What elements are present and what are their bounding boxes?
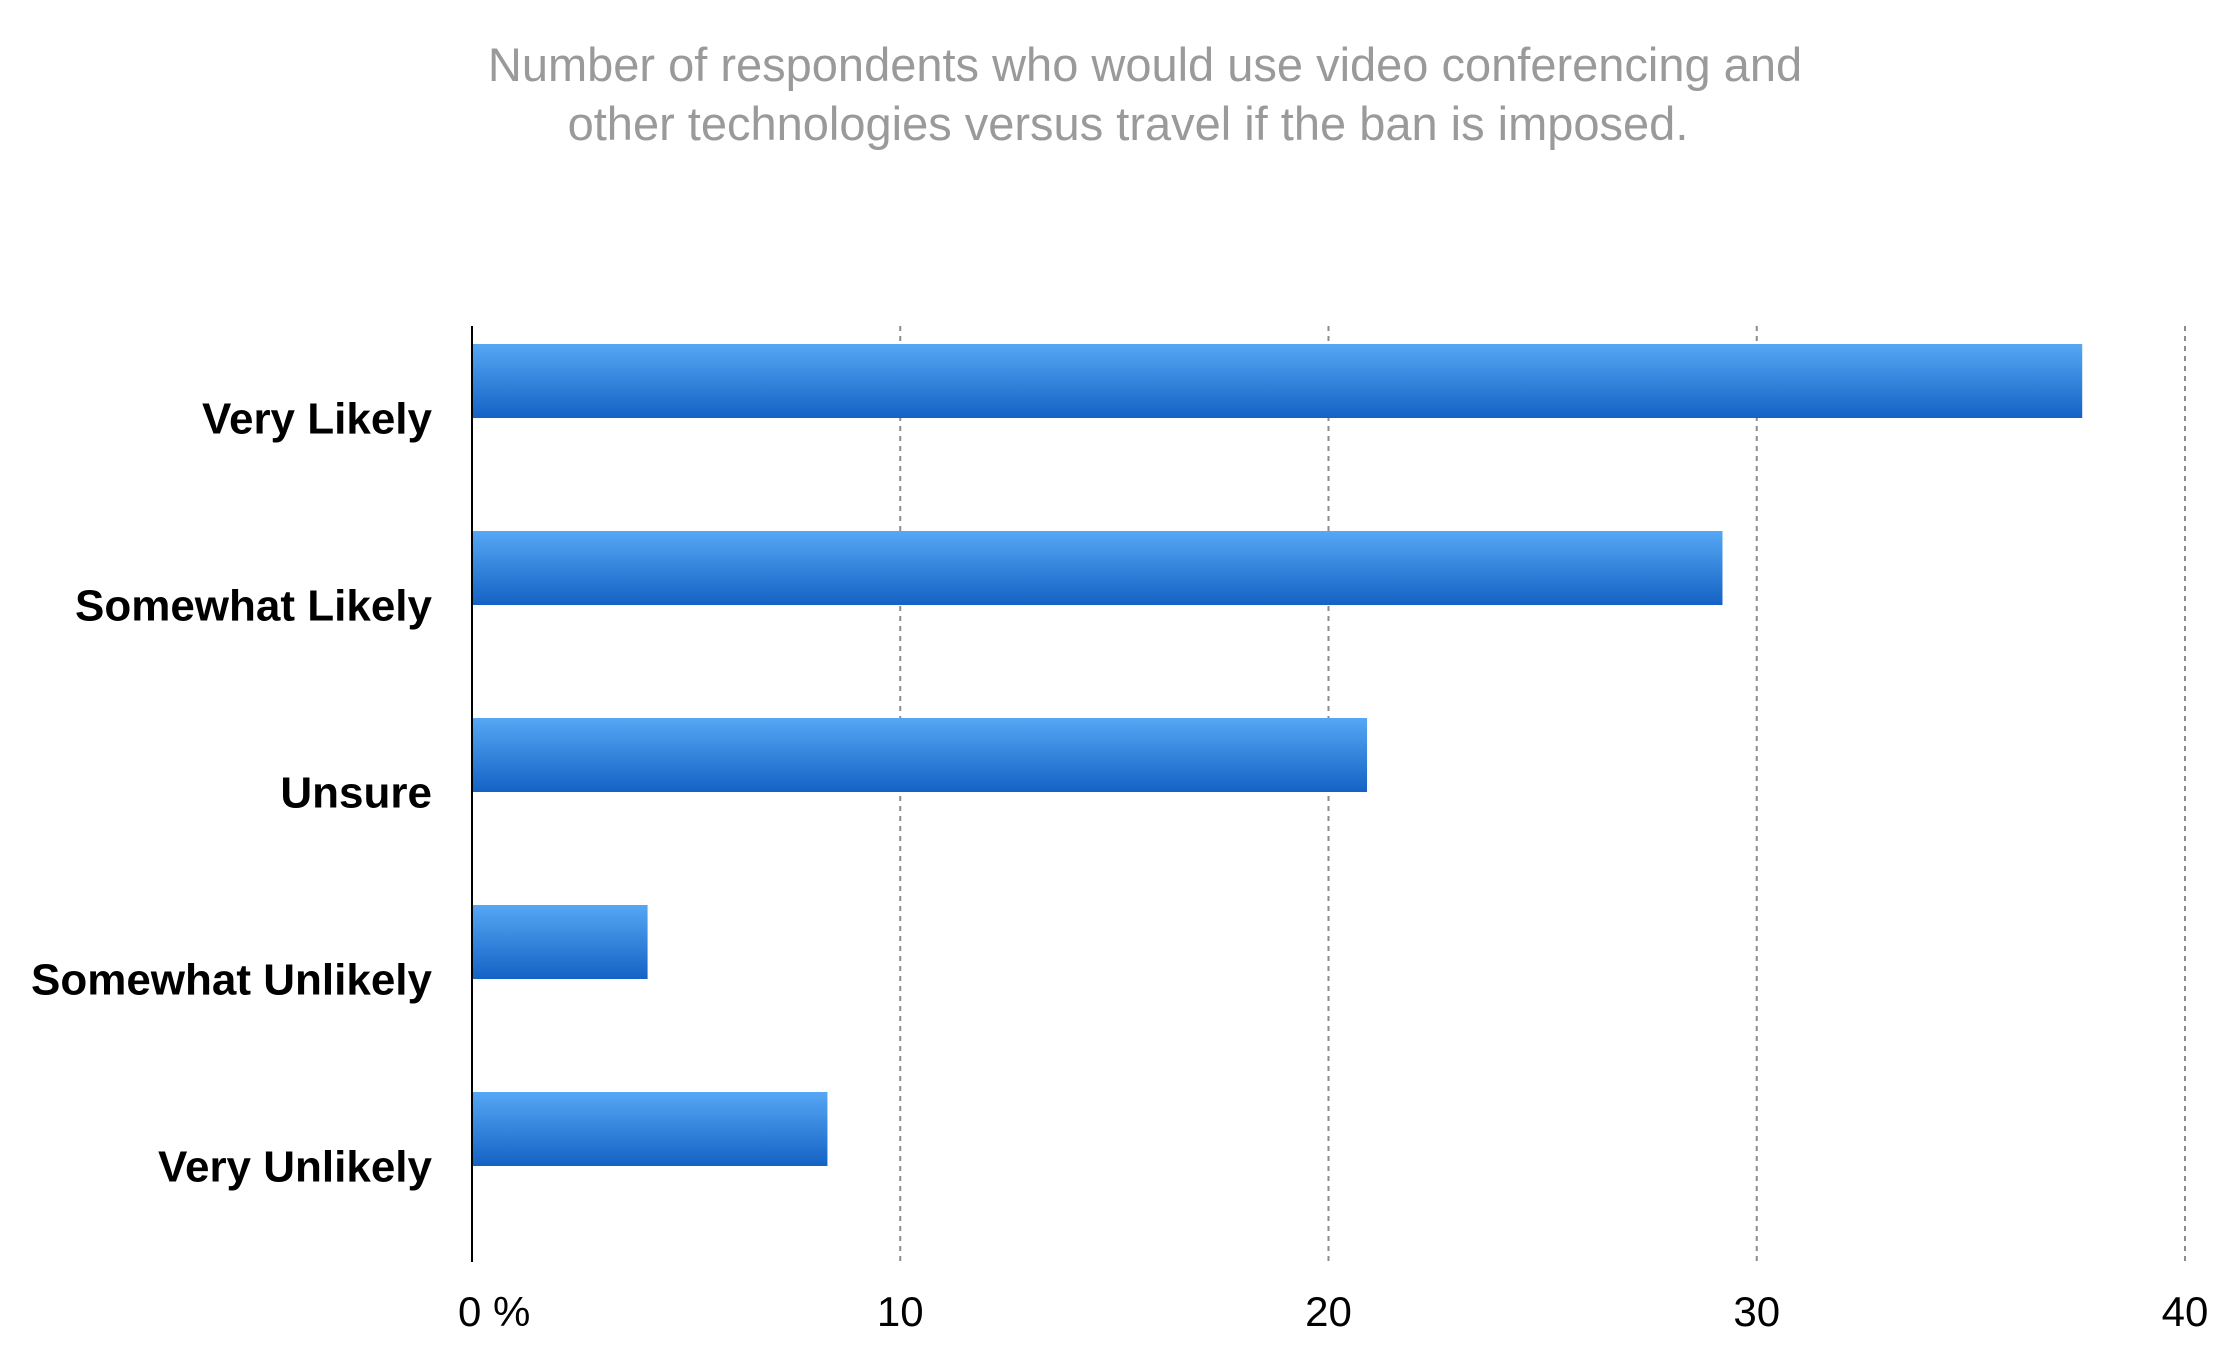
chart-title-line-2: other technologies versus travel if the … bbox=[568, 97, 1689, 150]
category-label-very-unlikely: Very Unlikely bbox=[158, 1143, 432, 1192]
x-tick-label-2: 20 bbox=[1305, 1288, 1352, 1335]
bar-somewhat-unlikely bbox=[472, 905, 648, 979]
category-labels: Very Likely Somewhat Likely Unsure Somewhat… bbox=[31, 395, 433, 1192]
bar-unsure bbox=[472, 718, 1368, 792]
bar-somewhat-likely bbox=[472, 531, 1723, 605]
gridlines bbox=[899, 326, 2186, 1262]
x-tick-label-0: 0 % bbox=[458, 1288, 530, 1335]
category-label-very-likely: Very Likely bbox=[202, 395, 432, 444]
x-tick-label-1: 10 bbox=[877, 1288, 924, 1335]
bar-very-likely bbox=[472, 344, 2083, 418]
chart-title: Number of respondents who would use vide… bbox=[488, 38, 1802, 150]
category-label-unsure: Unsure bbox=[280, 769, 432, 818]
category-label-somewhat-unlikely: Somewhat Unlikely bbox=[31, 956, 433, 1005]
x-tick-label-3: 30 bbox=[1733, 1288, 1780, 1335]
x-tick-labels: 0 % 10 20 30 40 bbox=[458, 1288, 2208, 1335]
x-tick-label-4: 40 bbox=[2162, 1288, 2209, 1335]
bars bbox=[472, 344, 2083, 1166]
chart-title-line-1: Number of respondents who would use vide… bbox=[488, 38, 1802, 91]
category-label-somewhat-likely: Somewhat Likely bbox=[75, 582, 433, 631]
bar-very-unlikely bbox=[472, 1092, 828, 1166]
